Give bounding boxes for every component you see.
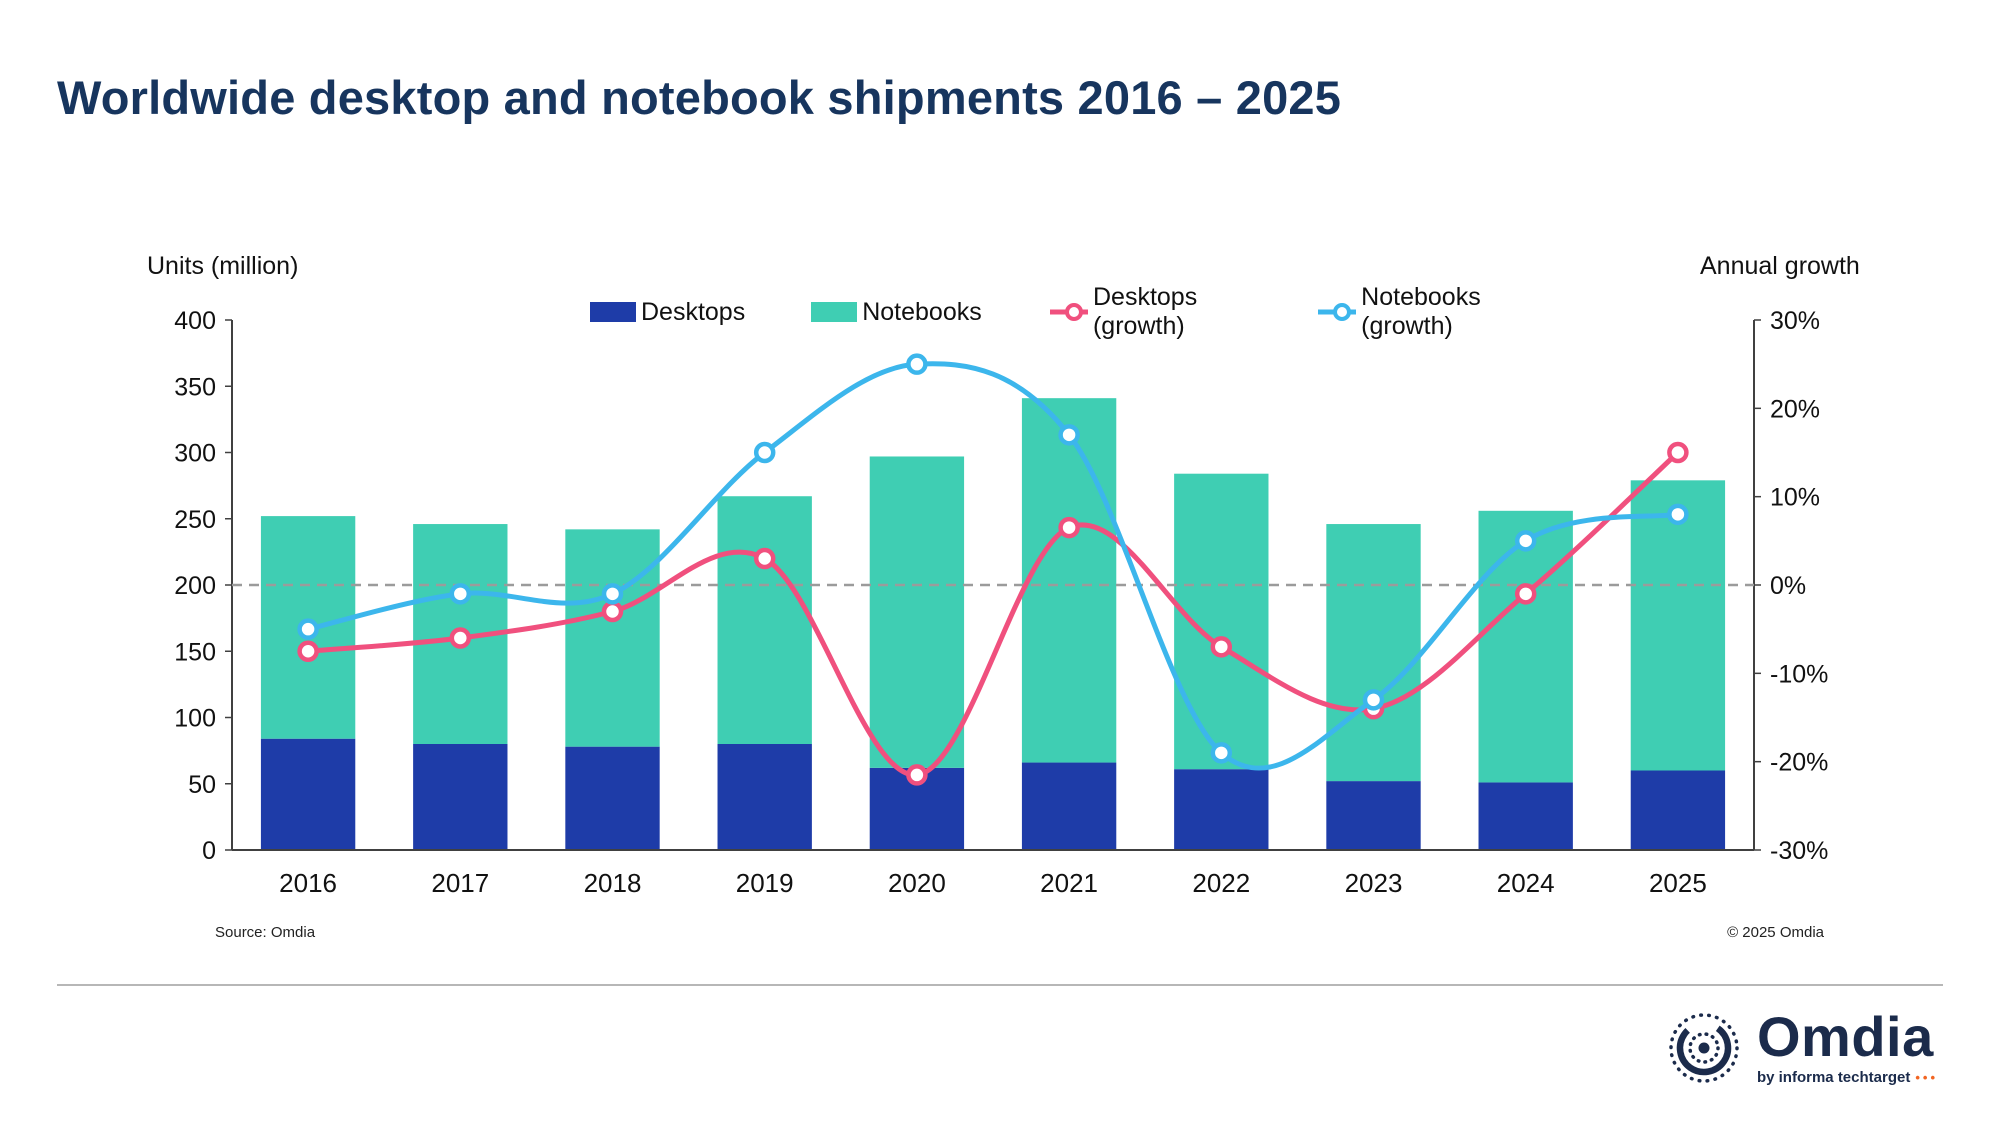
left-tick-label: 100 [174,705,216,733]
legend-label: Desktops (growth) [1092,283,1198,340]
omdia-logo: Omdia by informa techtarget ••• [1665,1008,1938,1086]
data-point-marker [1514,530,1537,552]
right-tick-label: 0% [1770,572,1806,600]
left-tick-label: 200 [174,572,216,600]
data-point-marker [297,618,319,640]
data-point-marker [1667,503,1689,526]
x-axis-label: 2016 [279,868,337,898]
legend-label: Notebooks (growth) [1361,283,1481,340]
bar-desktops [1021,762,1117,850]
bar-notebooks [1478,510,1573,783]
omdia-logo-icon [1669,1013,1739,1083]
x-axis-label: 2024 [1497,868,1555,898]
x-axis-labels: 2016 2017 2018 2019 2020 2021 2022 2023 2024 2025 [279,868,1707,898]
line-series-notebooks-growth [297,353,1689,771]
bar-notebooks [1326,524,1421,782]
bar-desktops [1174,769,1269,850]
legend-bar-swatch [811,302,858,322]
logo-tagline: by informa techtarget [1756,1068,1911,1086]
legend-bar-swatch [590,302,636,322]
chart-legend: Desktops Notebooks Desktops (growth) Notebo… [590,283,1530,341]
legend-item-notebooks-growth: Notebooks (growth) [1316,283,1530,341]
left-axis-title: Units (million) [147,252,299,280]
bar-desktops [1326,781,1421,850]
data-point-marker [449,627,472,649]
footer-divider [57,984,1943,986]
copyright-note: © 2025 Omdia [1727,924,1824,941]
x-axis-label: 2025 [1649,868,1707,898]
data-point-marker [297,640,319,662]
data-point-marker [753,441,776,464]
data-point-marker [1210,636,1233,658]
left-tick-label: 300 [174,440,216,468]
x-axis-label: 2018 [584,868,642,898]
left-tick-label: 350 [174,373,216,401]
source-note: Source: Omdia [215,924,316,941]
right-tick-label: -10% [1770,660,1828,688]
right-tick-label: 10% [1770,484,1820,512]
bar-notebooks [869,456,965,768]
axis-ticks: 0 50 100 150 200 250 300 350 400 -30% -20% -10% 0% 10… [174,307,1828,865]
bar-desktops [1630,770,1726,850]
legend-label: Desktops [641,297,746,326]
bar-notebooks [1021,398,1117,763]
x-axis-label: 2022 [1192,868,1250,898]
right-tick-label: 20% [1770,395,1820,423]
data-point-marker [601,600,624,623]
left-tick-label: 250 [174,506,216,534]
bar-desktops [413,744,508,850]
data-point-marker [1362,689,1385,711]
legend-item-notebooks: Notebooks [811,298,982,327]
data-point-marker [906,353,928,375]
legend-item-desktops-growth: Desktops (growth) [1048,283,1250,341]
bar-series-desktops [260,738,1726,850]
data-point-marker [1058,516,1080,539]
x-axis-label: 2020 [888,868,946,898]
data-point-marker [449,583,472,605]
bar-desktops [717,744,812,850]
x-axis-label: 2021 [1040,868,1098,898]
left-tick-label: 50 [188,771,216,799]
bar-notebooks [565,529,660,747]
data-point-marker [1514,583,1537,605]
legend-item-desktops: Desktops [590,298,745,327]
line-series-desktops-growth [297,441,1689,786]
legend-line-swatch [1049,303,1088,321]
legend-label: Notebooks [862,297,982,326]
x-axis-label: 2019 [736,868,794,898]
x-axis-label: 2017 [431,868,489,898]
left-tick-label: 150 [174,638,216,666]
page-title: Worldwide desktop and notebook shipments… [57,71,1342,124]
data-point-marker [601,583,624,605]
data-point-marker [753,547,776,570]
right-tick-label: -20% [1770,749,1828,777]
data-point-marker [1210,742,1233,764]
right-tick-label: 30% [1770,307,1820,335]
bar-notebooks [1630,480,1726,771]
omdia-wordmark: Omdia [1756,1004,1934,1068]
bar-series-notebooks [260,398,1726,783]
bar-desktops [1478,782,1573,850]
left-tick-label: 400 [174,307,216,335]
data-point-marker [906,764,928,786]
data-point-marker [1058,424,1080,446]
legend-line-swatch [1317,303,1357,321]
left-tick-label: 0 [202,837,216,865]
x-axis-label: 2023 [1345,868,1403,898]
bar-notebooks [717,496,812,744]
logo-dots: ••• [1915,1069,1938,1085]
right-tick-label: -30% [1770,837,1828,865]
right-axis-title: Annual growth [1700,252,1860,280]
bar-desktops [565,746,660,850]
bar-desktops [260,738,356,850]
data-point-marker [1667,441,1689,464]
omdia-logo-text: Omdia by informa techtarget ••• [1756,1004,1938,1086]
